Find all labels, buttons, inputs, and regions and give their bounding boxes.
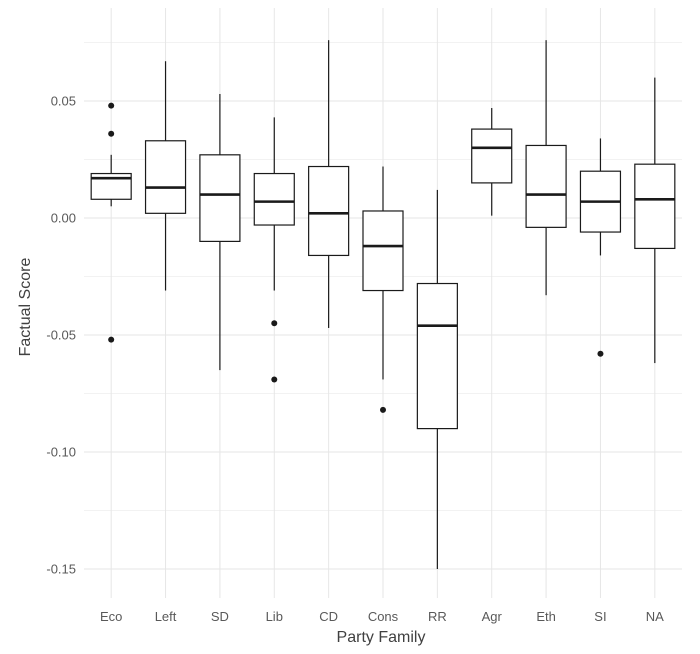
box-agr bbox=[471, 108, 513, 216]
box-sd bbox=[199, 93, 241, 371]
iqr-box bbox=[525, 144, 567, 228]
iqr-box bbox=[308, 165, 350, 257]
iqr-box bbox=[362, 210, 404, 292]
x-tick-label-eco: Eco bbox=[100, 609, 122, 624]
x-tick-label-rr: RR bbox=[428, 609, 447, 624]
y-tick-label: -0.10 bbox=[46, 445, 76, 460]
outlier-point bbox=[597, 350, 604, 357]
iqr-box bbox=[471, 128, 513, 184]
outlier-point bbox=[271, 320, 278, 327]
x-tick-label-left: Left bbox=[155, 609, 177, 624]
x-tick-label-sd: SD bbox=[211, 609, 229, 624]
iqr-box bbox=[144, 140, 187, 214]
iqr-box bbox=[199, 154, 241, 243]
x-tick-label-cd: CD bbox=[319, 609, 338, 624]
y-tick-label: 0.00 bbox=[51, 211, 76, 226]
box-rr bbox=[416, 189, 458, 569]
y-tick-label: -0.05 bbox=[46, 328, 76, 343]
x-tick-label-si: SI bbox=[594, 609, 606, 624]
box-lib bbox=[253, 117, 295, 383]
x-tick-label-na: NA bbox=[646, 609, 664, 624]
x-axis-title: Party Family bbox=[337, 629, 426, 646]
box-left bbox=[144, 61, 187, 291]
outlier-point bbox=[108, 102, 115, 109]
outlier-point bbox=[108, 130, 115, 137]
box-si bbox=[579, 138, 622, 357]
box-cons bbox=[362, 166, 404, 413]
outlier-point bbox=[271, 376, 278, 383]
x-tick-label-lib: Lib bbox=[266, 609, 283, 624]
y-axis-ticks: 0.05 0.00 -0.05 -0.10 -0.15 bbox=[46, 94, 76, 577]
box-eth bbox=[525, 40, 567, 296]
box-layer bbox=[90, 40, 676, 569]
x-axis-ticks: Eco Left SD Lib CD Cons RR Agr Eth SI NA bbox=[100, 609, 664, 624]
y-tick-label: 0.05 bbox=[51, 94, 76, 109]
y-tick-label: -0.15 bbox=[46, 562, 76, 577]
outlier-point bbox=[380, 406, 386, 413]
x-tick-label-agr: Agr bbox=[482, 609, 503, 624]
box-eco bbox=[90, 102, 132, 343]
iqr-box bbox=[253, 172, 295, 226]
x-tick-label-cons: Cons bbox=[368, 609, 399, 624]
y-axis-title: Factual Score bbox=[17, 258, 34, 357]
x-tick-label-eth: Eth bbox=[536, 609, 556, 624]
iqr-box bbox=[416, 282, 458, 430]
box-cd bbox=[308, 40, 350, 328]
box-na bbox=[634, 77, 676, 364]
outlier-point bbox=[108, 336, 115, 343]
iqr-box bbox=[634, 163, 676, 250]
